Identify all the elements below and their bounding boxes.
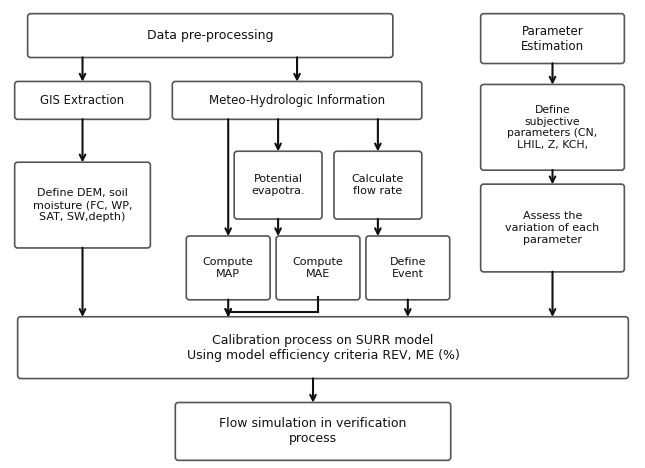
FancyBboxPatch shape	[276, 236, 360, 300]
FancyBboxPatch shape	[481, 84, 624, 170]
Text: Parameter
Estimation: Parameter Estimation	[521, 25, 584, 52]
FancyBboxPatch shape	[175, 402, 451, 461]
FancyBboxPatch shape	[186, 236, 270, 300]
FancyBboxPatch shape	[481, 14, 624, 64]
FancyBboxPatch shape	[15, 162, 150, 248]
Text: Define
subjective
parameters (CN,
LHIL, Z, KCH,: Define subjective parameters (CN, LHIL, …	[508, 105, 598, 150]
FancyBboxPatch shape	[17, 317, 628, 379]
FancyBboxPatch shape	[172, 81, 422, 119]
Text: Meteo-Hydrologic Information: Meteo-Hydrologic Information	[209, 94, 385, 107]
Text: Define
Event: Define Event	[390, 257, 426, 279]
Text: Compute
MAP: Compute MAP	[203, 257, 253, 279]
Text: Compute
MAE: Compute MAE	[293, 257, 343, 279]
Text: Calibration process on SURR model
Using model efficiency criteria REV, ME (%): Calibration process on SURR model Using …	[186, 334, 459, 362]
Text: Calculate
flow rate: Calculate flow rate	[352, 175, 404, 196]
Text: Potential
evapotra.: Potential evapotra.	[252, 175, 305, 196]
FancyBboxPatch shape	[334, 151, 422, 219]
Text: Define DEM, soil
moisture (FC, WP,
SAT, SW,depth): Define DEM, soil moisture (FC, WP, SAT, …	[33, 189, 132, 222]
FancyBboxPatch shape	[481, 184, 624, 272]
Text: GIS Extraction: GIS Extraction	[41, 94, 124, 107]
Text: Flow simulation in verification
process: Flow simulation in verification process	[219, 417, 407, 446]
FancyBboxPatch shape	[15, 81, 150, 119]
FancyBboxPatch shape	[366, 236, 450, 300]
Text: Assess the
variation of each
parameter: Assess the variation of each parameter	[506, 212, 600, 245]
FancyBboxPatch shape	[28, 14, 393, 58]
FancyBboxPatch shape	[234, 151, 322, 219]
Text: Data pre-processing: Data pre-processing	[147, 29, 273, 42]
